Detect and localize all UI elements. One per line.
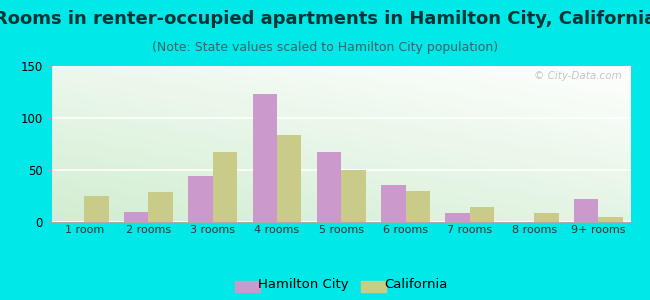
Bar bbox=[213, 152, 237, 222]
Bar bbox=[148, 192, 173, 222]
Bar bbox=[188, 176, 213, 222]
Bar bbox=[470, 207, 494, 222]
Bar bbox=[534, 213, 558, 222]
Text: © City-Data.com: © City-Data.com bbox=[534, 71, 622, 81]
Bar bbox=[84, 196, 109, 222]
Legend: Hamilton City, California: Hamilton City, California bbox=[230, 273, 452, 296]
Bar bbox=[317, 152, 341, 222]
Bar bbox=[445, 213, 470, 222]
Bar bbox=[124, 212, 148, 222]
Bar bbox=[574, 199, 599, 222]
Text: Rooms in renter-occupied apartments in Hamilton City, California: Rooms in renter-occupied apartments in H… bbox=[0, 11, 650, 28]
Bar bbox=[599, 217, 623, 222]
Bar bbox=[253, 94, 277, 222]
Text: (Note: State values scaled to Hamilton City population): (Note: State values scaled to Hamilton C… bbox=[152, 40, 498, 53]
Bar bbox=[381, 184, 406, 222]
Bar bbox=[277, 135, 302, 222]
Bar bbox=[341, 170, 366, 222]
Bar bbox=[406, 191, 430, 222]
